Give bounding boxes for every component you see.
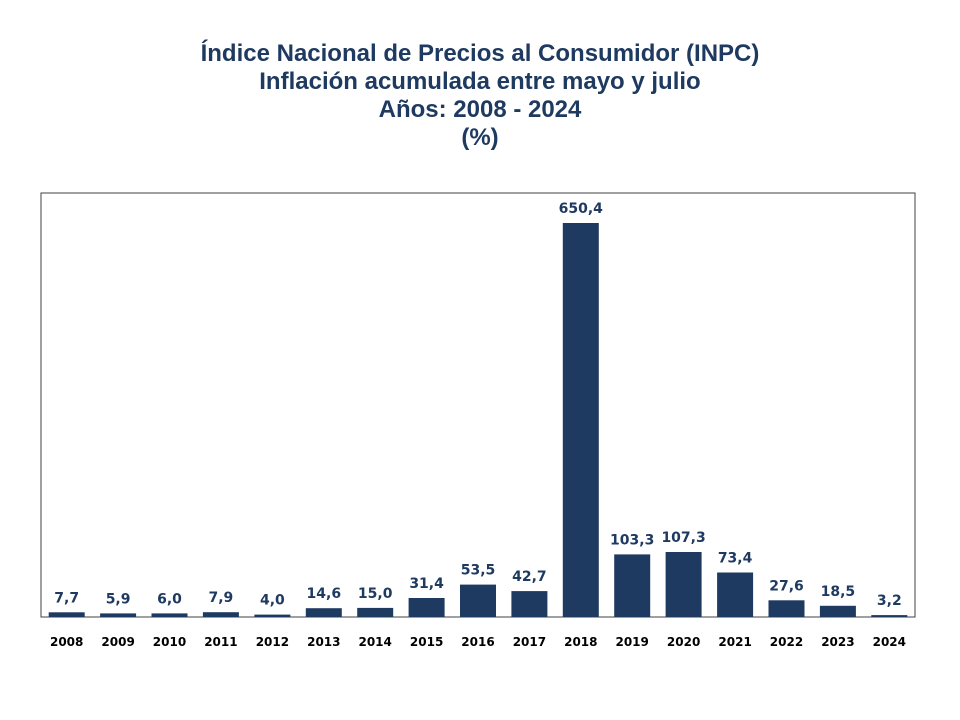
bar-2014 <box>357 607 394 617</box>
value-label-2023: 18,5 <box>821 584 856 600</box>
value-label-2024: 3,2 <box>877 593 902 609</box>
chart-subtitle: Inflación acumulada entre mayo y julio <box>259 68 701 95</box>
bar-2016 <box>460 584 496 617</box>
chart-unit: (%) <box>461 124 499 151</box>
x-tick-label-2010: 2010 <box>153 635 186 649</box>
bar-2010 <box>151 613 188 617</box>
value-label-2014: 15,0 <box>358 586 393 602</box>
bar-2013 <box>305 608 342 617</box>
value-label-2021: 73,4 <box>718 551 753 567</box>
bar-2020 <box>665 552 702 617</box>
value-label-2012: 4,0 <box>260 593 285 609</box>
bar-2015 <box>408 598 445 617</box>
value-labels-group: 7,7 5,9 6,0 7,9 4,0 14,6 15,0 31,4 53,5 42,7 650,4… <box>54 201 901 609</box>
bar-2024 <box>871 615 908 617</box>
value-label-2017: 42,7 <box>512 569 547 585</box>
x-tick-label-2014: 2014 <box>358 635 391 649</box>
x-tick-label-2023: 2023 <box>821 635 854 649</box>
bar-2012 <box>254 614 291 617</box>
x-tick-label-2024: 2024 <box>873 635 906 649</box>
x-tick-label-2021: 2021 <box>718 635 751 649</box>
value-label-2015: 31,4 <box>409 576 444 592</box>
chart-years: Años: 2008 - 2024 <box>378 96 582 123</box>
value-label-2020: 107,3 <box>661 530 705 546</box>
value-label-2010: 6,0 <box>157 591 182 607</box>
value-label-2008: 7,7 <box>54 590 79 606</box>
x-tick-label-2020: 2020 <box>667 635 700 649</box>
value-label-2022: 27,6 <box>769 578 804 594</box>
chart-title: Índice Nacional de Precios al Consumidor… <box>200 40 760 67</box>
bar-2009 <box>100 613 137 617</box>
chart-title-block: Índice Nacional de Precios al Consumidor… <box>0 40 960 152</box>
bar-2021 <box>717 572 754 617</box>
x-tick-label-2009: 2009 <box>101 635 134 649</box>
bar-2022 <box>768 600 805 617</box>
bar-2023 <box>819 605 856 617</box>
bar-2018 <box>562 223 599 617</box>
bar-2017 <box>511 591 548 617</box>
x-tick-label-2018: 2018 <box>564 635 597 649</box>
x-tick-label-2008: 2008 <box>50 635 83 649</box>
bar-2008 <box>48 612 85 617</box>
x-tick-label-2012: 2012 <box>256 635 289 649</box>
x-tick-label-2022: 2022 <box>770 635 803 649</box>
value-label-2011: 7,9 <box>208 590 233 606</box>
x-tick-labels-group: 2008 2009 2010 2011 2012 2013 2014 2015 2016 2017… <box>50 635 906 649</box>
value-label-2016: 53,5 <box>461 563 496 579</box>
value-label-2009: 5,9 <box>106 591 131 607</box>
value-label-2013: 14,6 <box>307 586 342 602</box>
plot-frame <box>40 192 916 618</box>
x-tick-label-2017: 2017 <box>513 635 546 649</box>
bars-group <box>48 223 908 617</box>
x-tick-label-2013: 2013 <box>307 635 340 649</box>
x-tick-label-2016: 2016 <box>461 635 494 649</box>
x-tick-label-2019: 2019 <box>615 635 648 649</box>
value-label-2019: 103,3 <box>610 532 654 548</box>
value-label-2018: 650,4 <box>559 201 604 217</box>
bar-2011 <box>202 612 239 617</box>
x-tick-label-2015: 2015 <box>410 635 443 649</box>
bar-2019 <box>614 554 651 617</box>
x-tick-label-2011: 2011 <box>204 635 237 649</box>
